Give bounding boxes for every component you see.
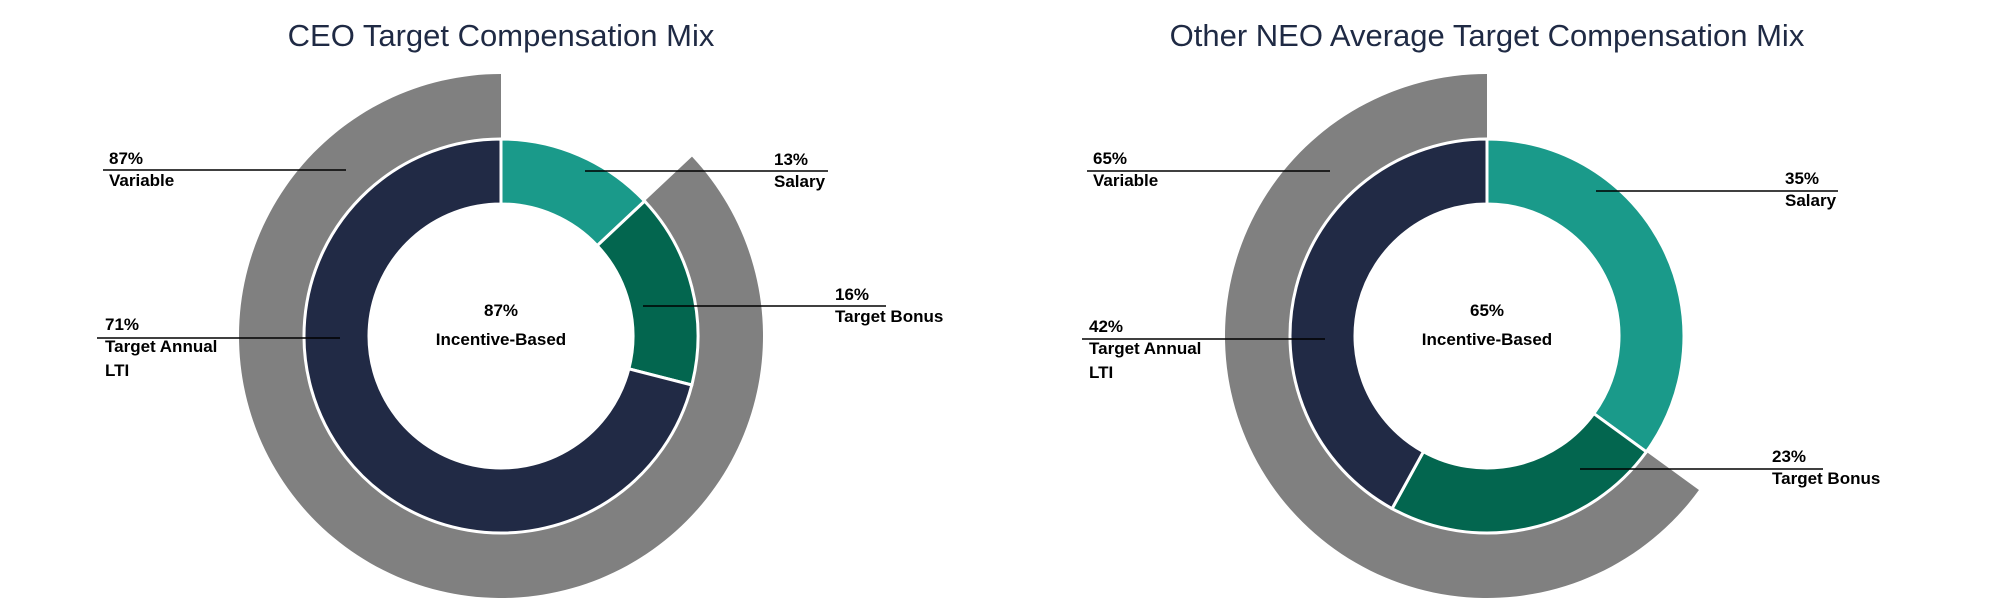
center-text: Incentive-Based	[1422, 330, 1552, 349]
inner-segment-target-annual-lti	[1288, 137, 1489, 511]
data-label-value-target-bonus: 16%	[835, 285, 869, 304]
data-label-name-variable: Variable	[1093, 171, 1158, 190]
data-label-name-variable: Variable	[109, 171, 174, 190]
chart-title: Other NEO Average Target Compensation Mi…	[1170, 18, 1805, 53]
data-label-value-variable: 87%	[109, 149, 143, 168]
data-label-name-salary: Salary	[1785, 191, 1837, 210]
data-label-value-salary: 13%	[774, 150, 808, 169]
donut-chart-1: CEO Target Compensation Mix 87% Incentive-…	[97, 18, 943, 599]
data-label-value-salary: 35%	[1785, 169, 1819, 188]
inner-segment-target-bonus	[1390, 411, 1649, 535]
data-label-name-target-bonus: Target Bonus	[835, 307, 943, 326]
center-value: 87%	[484, 301, 518, 320]
inner-segment-salary	[1485, 137, 1686, 454]
center-text: Incentive-Based	[436, 330, 566, 349]
data-label-name-target-annual-lti: LTI	[1089, 363, 1113, 382]
data-label-name-target-annual-lti: LTI	[105, 361, 129, 380]
donut-chart-2: Other NEO Average Target Compensation Mi…	[1082, 18, 1880, 598]
chart-title: CEO Target Compensation Mix	[288, 18, 715, 53]
data-label-value-target-annual-lti: 42%	[1089, 317, 1123, 336]
data-label-name-salary: Salary	[774, 172, 826, 191]
inner-segment-target-annual-lti	[302, 137, 694, 535]
data-label-name-target-annual-lti: Target Annual	[1089, 339, 1201, 358]
center-value: 65%	[1470, 301, 1504, 320]
data-label-value-variable: 65%	[1093, 149, 1127, 168]
data-label-value-target-bonus: 23%	[1772, 447, 1806, 466]
data-label-name-target-bonus: Target Bonus	[1772, 469, 1880, 488]
data-label-name-target-annual-lti: Target Annual	[105, 337, 217, 356]
data-label-value-target-annual-lti: 71%	[105, 315, 139, 334]
